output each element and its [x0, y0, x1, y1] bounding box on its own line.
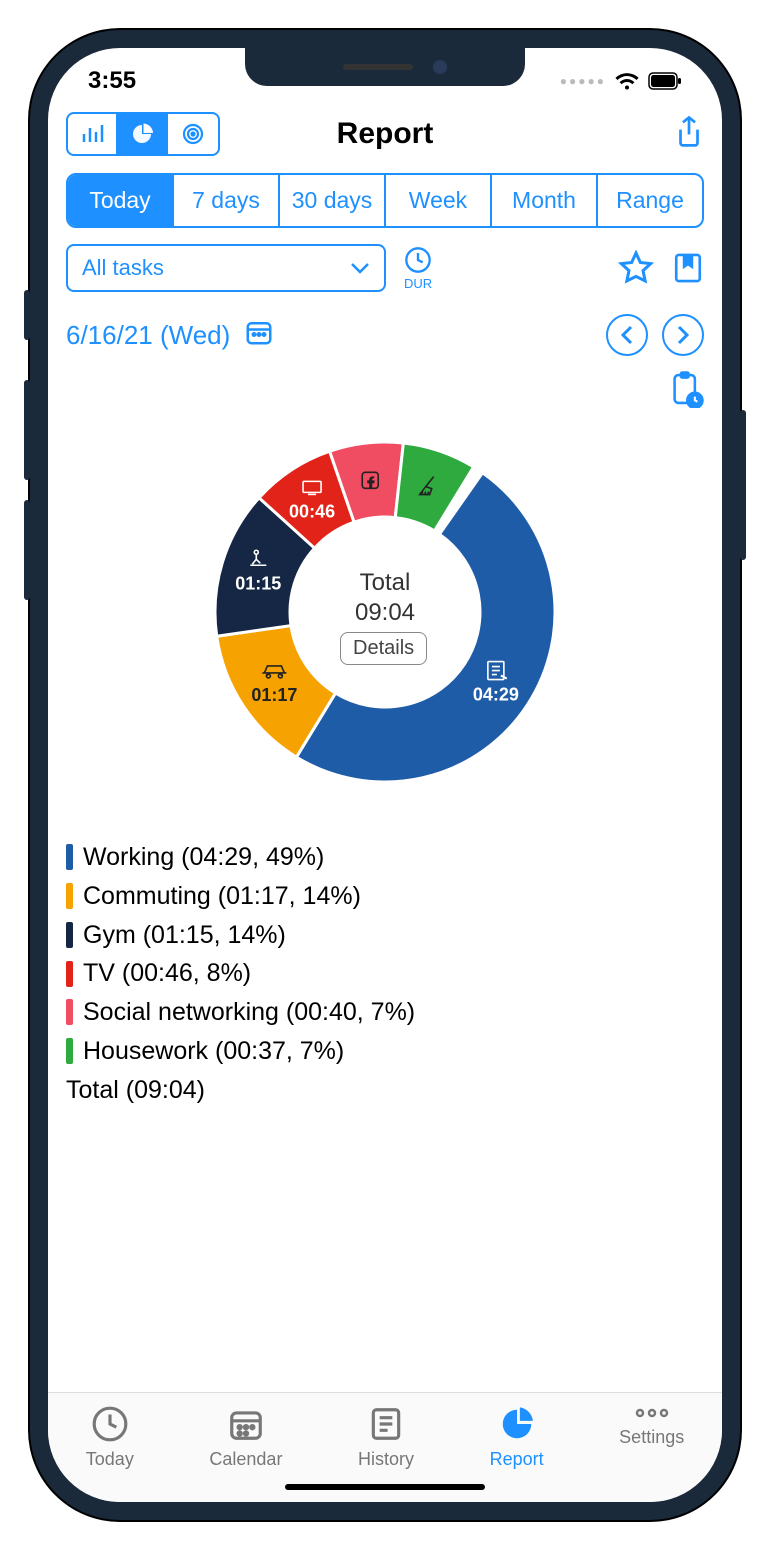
battery-icon	[648, 72, 682, 90]
history-icon	[367, 1405, 405, 1443]
settings-icon	[633, 1405, 671, 1421]
clipboard-button[interactable]	[668, 370, 704, 408]
chevron-down-icon	[350, 261, 370, 275]
tab-label: Settings	[619, 1427, 684, 1448]
calendar-icon	[227, 1405, 265, 1443]
calendar-icon	[244, 317, 274, 347]
tab-settings[interactable]: Settings	[619, 1405, 684, 1448]
tab-label: Today	[86, 1449, 134, 1470]
chart-center-title: Total	[360, 569, 411, 596]
view-toggle	[66, 112, 220, 156]
phone-frame: 3:55 ●●●●●	[30, 30, 740, 1520]
tab-label: Report	[490, 1449, 544, 1470]
legend-item-social[interactable]: Social networking (00:40, 7%)	[66, 993, 704, 1032]
favorite-button[interactable]	[618, 250, 654, 286]
view-target-button[interactable]	[168, 114, 218, 154]
bookmark-icon	[672, 251, 704, 285]
view-pie-button[interactable]	[118, 114, 168, 154]
legend-swatch	[66, 999, 73, 1025]
tab-report[interactable]: Report	[490, 1405, 544, 1470]
range-tab-7days[interactable]: 7 days	[174, 175, 280, 226]
legend-label: Housework (00:37, 7%)	[83, 1032, 344, 1071]
legend-swatch	[66, 961, 73, 987]
wifi-icon	[614, 71, 640, 91]
legend-swatch	[66, 1038, 73, 1064]
home-indicator	[285, 1484, 485, 1490]
range-tab-week[interactable]: Week	[386, 175, 492, 226]
legend-item-gym[interactable]: Gym (01:15, 14%)	[66, 916, 704, 955]
legend: Working (04:29, 49%)Commuting (01:17, 14…	[66, 838, 704, 1109]
range-tab-range[interactable]: Range	[598, 175, 702, 226]
details-button[interactable]: Details	[340, 632, 427, 665]
calendar-button[interactable]	[244, 317, 274, 354]
report-icon	[498, 1405, 536, 1443]
chart-center-value: 09:04	[355, 599, 415, 626]
svg-text:01:15: 01:15	[235, 573, 281, 593]
range-tab-30days[interactable]: 30 days	[280, 175, 386, 226]
duration-button[interactable]: DUR	[404, 246, 432, 291]
range-tabs: Today7 days30 daysWeekMonthRange	[66, 173, 704, 228]
legend-label: Working (04:29, 49%)	[83, 838, 324, 877]
dur-label: DUR	[404, 276, 432, 291]
svg-text:00:46: 00:46	[289, 501, 335, 521]
legend-label: TV (00:46, 8%)	[83, 954, 251, 993]
clock-icon	[404, 246, 432, 274]
legend-swatch	[66, 922, 73, 948]
side-button	[24, 380, 30, 480]
legend-swatch	[66, 883, 73, 909]
legend-item-housework[interactable]: Housework (00:37, 7%)	[66, 1032, 704, 1071]
share-button[interactable]	[674, 115, 704, 154]
legend-label: Commuting (01:17, 14%)	[83, 877, 361, 916]
date-label[interactable]: 6/16/21 (Wed)	[66, 320, 230, 351]
range-tab-month[interactable]: Month	[492, 175, 598, 226]
next-button[interactable]	[662, 314, 704, 356]
tab-label: History	[358, 1449, 414, 1470]
task-select-label: All tasks	[82, 255, 164, 281]
prev-button[interactable]	[606, 314, 648, 356]
today-icon	[91, 1405, 129, 1443]
bookmark-button[interactable]	[672, 251, 704, 285]
legend-total: Total (09:04)	[66, 1071, 704, 1110]
tab-today[interactable]: Today	[86, 1405, 134, 1470]
legend-label: Social networking (00:40, 7%)	[83, 993, 415, 1032]
view-bar-button[interactable]	[68, 114, 118, 154]
svg-text:04:29: 04:29	[473, 685, 519, 705]
range-tab-today[interactable]: Today	[68, 175, 174, 226]
side-button	[740, 410, 746, 560]
phone-notch	[245, 48, 525, 86]
legend-item-commuting[interactable]: Commuting (01:17, 14%)	[66, 877, 704, 916]
tab-history[interactable]: History	[358, 1405, 414, 1470]
tab-label: Calendar	[209, 1449, 282, 1470]
svg-text:01:17: 01:17	[251, 685, 297, 705]
legend-item-working[interactable]: Working (04:29, 49%)	[66, 838, 704, 877]
donut-chart: 04:29 01:17 01:15 00:46 Total 09:04 Details	[66, 412, 704, 812]
tab-calendar[interactable]: Calendar	[209, 1405, 282, 1470]
legend-swatch	[66, 844, 73, 870]
status-time: 3:55	[88, 67, 136, 95]
side-button	[24, 500, 30, 600]
legend-item-tv[interactable]: TV (00:46, 8%)	[66, 954, 704, 993]
clipboard-icon	[668, 370, 704, 408]
cellular-dots-icon: ●●●●●	[560, 74, 606, 88]
task-select[interactable]: All tasks	[66, 244, 386, 292]
legend-label: Gym (01:15, 14%)	[83, 916, 286, 955]
star-icon	[618, 250, 654, 286]
side-button	[24, 290, 30, 340]
